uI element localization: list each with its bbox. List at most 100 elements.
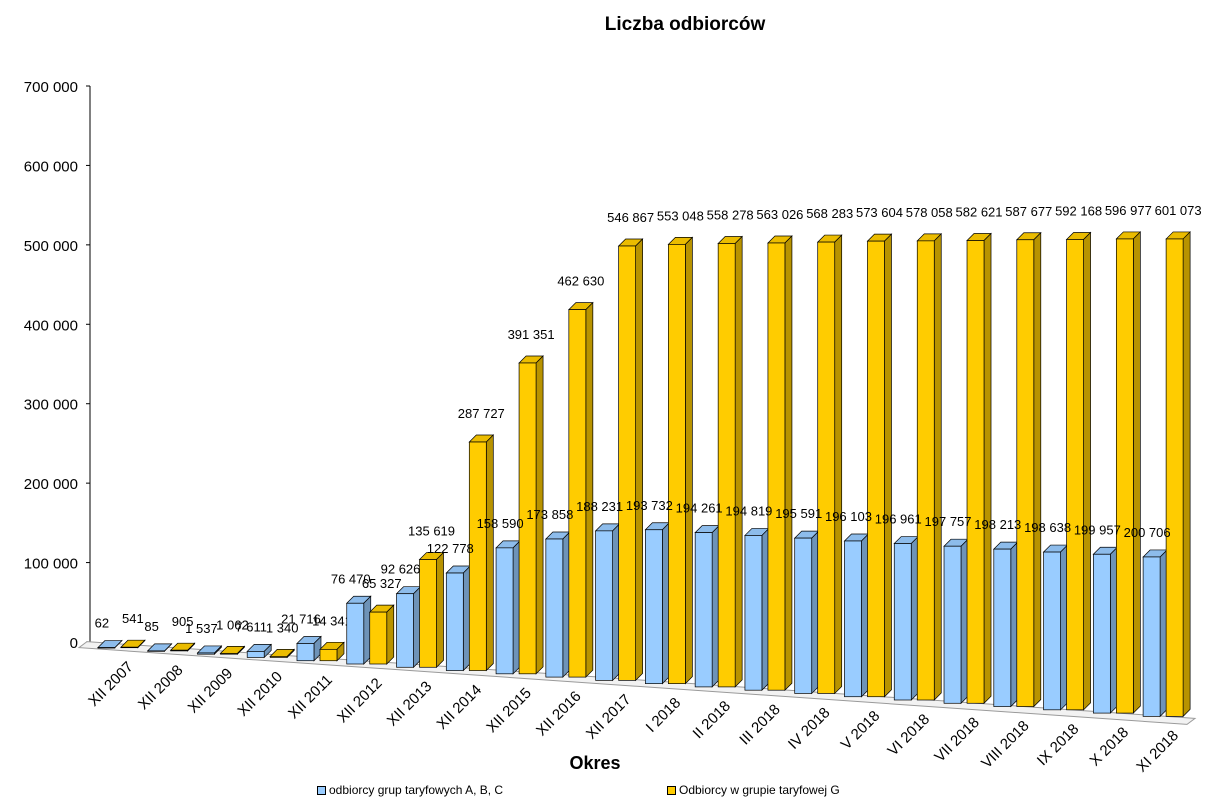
- bar-g: [767, 242, 786, 691]
- x-tick-label: IX 2018: [1034, 721, 1083, 770]
- x-tick-label: IV 2018: [785, 704, 834, 753]
- x-tick-label: XII 2007: [85, 658, 137, 710]
- data-label-abc: 173 858: [526, 507, 573, 522]
- bar-g-side: [834, 234, 843, 695]
- bar-g-side: [734, 235, 743, 688]
- data-label-g: 1 340: [266, 620, 299, 635]
- bar-abc: [197, 652, 215, 655]
- data-label-g: 65 327: [362, 576, 402, 591]
- bar-g: [120, 646, 139, 649]
- data-label-g: 391 351: [508, 327, 555, 342]
- data-label-abc: 196 103: [825, 509, 872, 524]
- bar-g: [867, 240, 885, 698]
- legend-swatch: [317, 785, 326, 795]
- data-label-g: 587 677: [1005, 204, 1052, 219]
- data-label-g: 287 727: [458, 406, 505, 421]
- bar-abc: [694, 532, 713, 688]
- x-tick-label: XII 2008: [135, 662, 187, 714]
- bar-g: [369, 611, 388, 665]
- bar-abc: [595, 530, 613, 681]
- bar-g: [170, 649, 189, 652]
- bar-g: [419, 559, 437, 668]
- legend-label: Odbiorcy w grupie taryfowej G: [679, 783, 840, 797]
- data-label-abc: 198 213: [974, 517, 1021, 532]
- bar-g: [916, 240, 935, 701]
- data-label-abc: 195 591: [775, 506, 822, 521]
- x-tick-label: XII 2010: [234, 668, 286, 720]
- data-label-abc: 194 819: [725, 503, 772, 518]
- bar-abc: [346, 602, 365, 665]
- x-tick-label: XII 2016: [533, 688, 585, 740]
- x-axis-label: Okres: [569, 753, 621, 773]
- bar-abc: [445, 572, 464, 671]
- y-tick-label: 700 000: [24, 79, 78, 96]
- bar-g: [319, 648, 338, 662]
- data-label-abc: 199 957: [1074, 522, 1121, 537]
- bar-g: [1115, 238, 1134, 714]
- data-label-abc: 21 716: [281, 611, 321, 626]
- data-label-g: 905: [172, 614, 194, 629]
- bar-g-side: [1132, 231, 1141, 714]
- data-label-abc: 7 611: [235, 619, 267, 634]
- bar-g-side: [784, 235, 793, 692]
- y-tick-label: 600 000: [24, 158, 78, 175]
- bar-abc: [844, 540, 862, 698]
- bar-abc: [794, 537, 813, 694]
- x-tick-label: III 2018: [736, 701, 783, 748]
- bar-abc: [246, 651, 265, 658]
- bar-g-side: [436, 551, 444, 669]
- data-label-abc: 194 261: [676, 501, 723, 516]
- bar-g: [518, 362, 537, 675]
- legend-swatch: [667, 785, 676, 795]
- data-label-g: 601 073: [1155, 203, 1202, 218]
- bar-abc: [893, 543, 912, 701]
- bar-g-side: [1083, 231, 1091, 711]
- bar-g-side: [1033, 231, 1042, 708]
- bar-abc: [1043, 551, 1061, 711]
- bar-g-side: [1182, 231, 1191, 718]
- bar-abc: [97, 647, 116, 649]
- bar-abc: [296, 643, 315, 662]
- bar-abc: [147, 650, 166, 652]
- bar-g-side: [884, 233, 892, 698]
- bar-abc: [1142, 556, 1161, 717]
- data-label-g: 582 621: [956, 205, 1003, 220]
- bar-g: [668, 244, 686, 684]
- x-tick-label: VIII 2018: [978, 717, 1032, 771]
- data-label-g: 596 977: [1105, 203, 1152, 218]
- data-label-abc: 196 961: [875, 512, 922, 527]
- y-tick-label: 400 000: [24, 317, 78, 334]
- data-label-g: 135 619: [408, 524, 455, 539]
- bar-abc: [645, 529, 663, 684]
- data-label-abc: 85: [144, 619, 158, 634]
- data-label-g: 558 278: [707, 207, 754, 222]
- bar-g-side: [386, 604, 395, 665]
- bar-g: [717, 243, 736, 688]
- bar-g: [1016, 239, 1035, 707]
- bar-g: [966, 240, 985, 704]
- x-tick-label: XII 2013: [384, 678, 436, 730]
- x-tick-label: XII 2014: [434, 681, 486, 733]
- data-label-abc: 193 732: [626, 498, 673, 513]
- data-label-abc: 122 778: [427, 541, 474, 556]
- y-tick-label: 300 000: [24, 397, 78, 414]
- data-label-g: 14 341: [312, 613, 352, 628]
- data-label-abc: 1 537: [185, 621, 218, 636]
- bar-g-side: [635, 238, 643, 682]
- data-label-g: 1 062: [216, 617, 249, 632]
- data-label-abc: 158 590: [477, 516, 524, 531]
- data-label-g: 462 630: [557, 274, 604, 289]
- bar-g: [468, 441, 487, 671]
- bar-abc: [495, 547, 514, 675]
- bar-g-side: [585, 301, 594, 678]
- x-tick-label: XII 2015: [483, 685, 535, 737]
- x-tick-label: I 2018: [643, 694, 685, 736]
- data-label-g: 541: [122, 611, 144, 626]
- y-tick-label: 500 000: [24, 238, 78, 255]
- data-label-abc: 198 638: [1024, 520, 1071, 535]
- bar-g-side: [485, 434, 494, 672]
- bar-g: [618, 245, 636, 681]
- data-label-g: 578 058: [906, 205, 953, 220]
- x-tick-label: II 2018: [690, 698, 734, 742]
